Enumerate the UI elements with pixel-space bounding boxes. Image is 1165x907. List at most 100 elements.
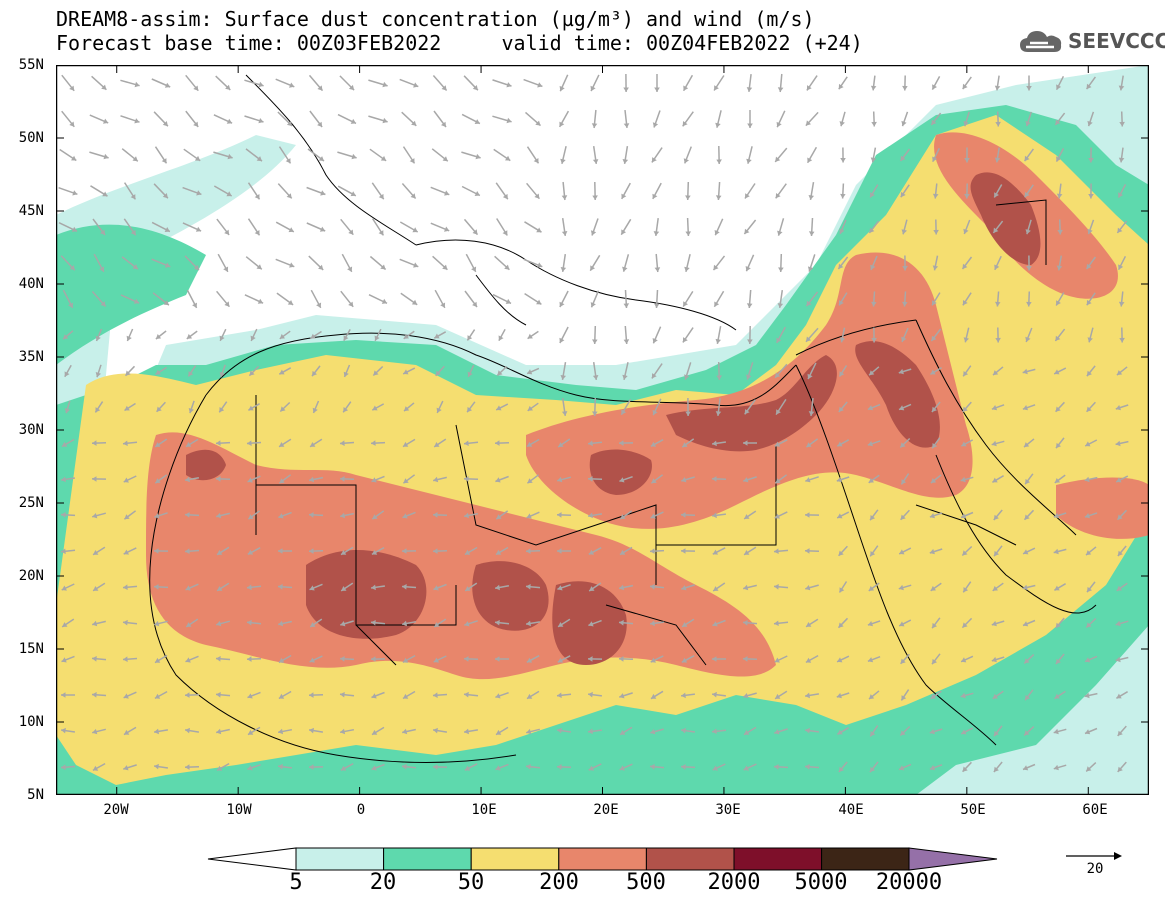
wind-arrow-head — [684, 266, 690, 272]
wind-arrow-head — [1024, 191, 1030, 198]
wind-arrow-head — [343, 407, 349, 413]
wind-arrow-head — [125, 370, 131, 376]
wind-arrow-head — [776, 121, 782, 128]
wind-arrow-head — [712, 691, 717, 698]
wind-arrow-head — [258, 118, 264, 124]
wind-arrow-head — [1117, 514, 1123, 520]
wind-arrow-head — [526, 584, 531, 590]
colorbar-swatch — [645, 847, 735, 871]
wind-arrow-head — [93, 586, 99, 591]
wind-arrow-head — [619, 440, 624, 446]
wind-arrow-head — [901, 229, 907, 235]
wind-arrow-head — [123, 656, 128, 662]
seevccc-logo: SEEVCCC — [1018, 27, 1165, 55]
colorbar-label: 2000 — [707, 870, 761, 895]
wind-arrow-head — [340, 656, 345, 662]
wind-arrow-head — [557, 764, 562, 770]
wind-arrow-head — [444, 226, 450, 232]
wind-arrow-head — [502, 230, 508, 236]
wind-arrow-head — [899, 621, 905, 627]
wind-arrow-head — [132, 264, 138, 270]
wind-arrow-head — [71, 155, 77, 161]
wind-arrow-head — [100, 229, 105, 235]
wind-arrow-head — [992, 693, 998, 699]
wind-arrow-head — [1086, 83, 1092, 90]
wind-arrow-head — [371, 656, 376, 662]
wind-arrow-head — [1022, 368, 1028, 375]
wind-arrow-head — [930, 478, 937, 483]
wind-arrow-head — [156, 406, 162, 412]
lat-tick-label: 45N — [18, 203, 44, 219]
lon-tick-label: 10W — [226, 802, 252, 818]
wind-arrow-head — [590, 302, 596, 308]
wind-arrow-head — [247, 440, 252, 446]
wind-arrow-head — [254, 230, 260, 236]
wind-arrow-head — [442, 264, 448, 270]
wind-arrow-head — [69, 121, 75, 127]
lon-tick-label: 20W — [103, 802, 129, 818]
wind-arrow-head — [650, 513, 656, 519]
wind-arrow-head — [279, 478, 285, 484]
wind-arrow-head — [991, 440, 997, 447]
wind-arrow-head — [962, 263, 968, 269]
wind-arrow-head — [1024, 514, 1030, 520]
wind-arrow-head — [502, 193, 508, 200]
wind-arrow-head — [279, 333, 285, 339]
wind-arrow-head — [317, 121, 323, 127]
wind-arrow-head — [124, 514, 130, 520]
wind-arrow-head — [1115, 405, 1121, 411]
wind-arrow-head — [746, 303, 753, 308]
wind-arrow-head — [132, 156, 138, 162]
wind-arrow-head — [413, 82, 419, 88]
wind-arrow-head — [526, 513, 532, 519]
wind-arrow-head — [69, 265, 75, 271]
wind-arrow-head — [498, 335, 504, 341]
lat-tick-label: 35N — [18, 349, 44, 365]
wind-arrow-head — [867, 621, 873, 627]
lat-tick-label: 10N — [18, 714, 44, 730]
wind-arrow-head — [588, 549, 595, 555]
wind-arrow-head — [962, 622, 968, 628]
wind-arrow-head — [341, 549, 347, 555]
wind-arrow-head — [777, 303, 784, 308]
wind-arrow-head — [1117, 730, 1123, 736]
wind-arrow-head — [870, 731, 876, 737]
wind-arrow-head — [993, 514, 999, 520]
colorbar-low-triangle — [207, 847, 297, 871]
wind-arrow-head — [619, 477, 625, 483]
wind-arrow-head — [258, 81, 264, 88]
wind-arrow-head — [340, 765, 347, 771]
wind-arrow-head — [1115, 656, 1121, 663]
wind-arrow-head — [963, 587, 969, 593]
wind-arrow-head — [932, 622, 937, 629]
wind-arrow-head — [994, 264, 1000, 270]
wind-arrow-head — [775, 478, 781, 484]
wind-arrow-head — [806, 85, 812, 91]
wind-arrow-head — [620, 729, 626, 735]
wind-arrow-head — [1024, 730, 1030, 736]
lon-tick-label: 10E — [471, 802, 497, 818]
wind-arrow-head — [559, 85, 565, 92]
wind-arrow-head — [286, 193, 292, 199]
wind-arrow-head — [474, 119, 480, 124]
wind-arrow-head — [350, 191, 356, 197]
wind-arrow-head — [557, 548, 562, 554]
wind-arrow-head — [619, 620, 624, 626]
wind-arrow-head — [746, 87, 753, 92]
wind-arrow-head — [434, 442, 440, 447]
wind-arrow-head — [774, 513, 780, 519]
wind-arrow-head — [588, 440, 593, 447]
wind-arrow-head — [99, 266, 105, 272]
wind-arrow-head — [994, 157, 1001, 163]
wind-arrow-head — [1118, 85, 1125, 91]
wind-arrow-head — [900, 514, 906, 520]
lat-tick-label: 40N — [18, 276, 44, 292]
lon-tick-label: 40E — [838, 802, 864, 818]
wind-arrow-head — [1087, 228, 1093, 235]
wind-arrow-head — [280, 406, 286, 412]
wind-arrow-head — [900, 442, 906, 448]
wind-arrow-head — [713, 264, 719, 271]
colorbar-swatch — [295, 847, 385, 871]
colorbar-label: 20000 — [875, 870, 943, 895]
wind-arrow-head — [652, 193, 658, 199]
